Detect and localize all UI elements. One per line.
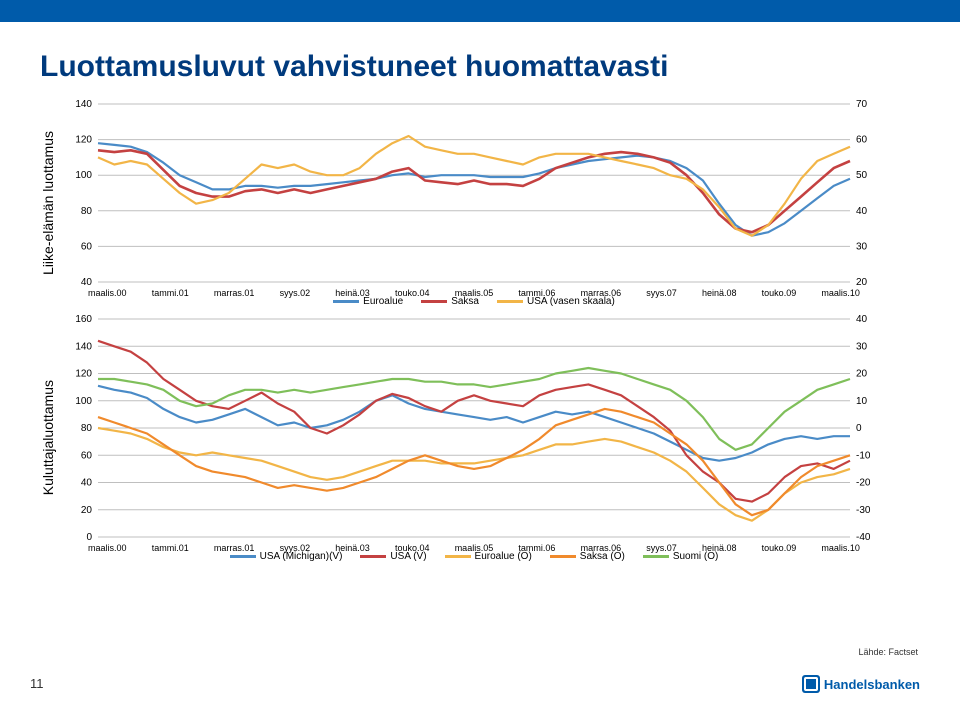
svg-text:140: 140: [75, 99, 92, 110]
x-tick-label: maalis.10: [821, 543, 860, 553]
svg-text:40: 40: [856, 314, 868, 325]
svg-text:0: 0: [856, 423, 862, 434]
legend-label: Euroalue: [363, 296, 403, 307]
legend-swatch: [230, 555, 256, 558]
chart1-plot: 40 60 80 100 120 140 20 30 40 50 60 70: [64, 98, 884, 288]
svg-text:100: 100: [75, 170, 92, 181]
legend-item: USA (Michigan)(V): [230, 551, 343, 562]
legend-label: Saksa (O): [580, 551, 625, 562]
legend-item: Saksa: [421, 296, 479, 307]
legend-label: USA (vasen skaala): [527, 296, 615, 307]
svg-text:30: 30: [856, 241, 868, 252]
svg-text:20: 20: [856, 369, 868, 380]
legend-swatch: [550, 555, 576, 558]
logo-icon: [802, 675, 820, 693]
svg-text:60: 60: [81, 241, 93, 252]
svg-text:140: 140: [75, 341, 92, 352]
x-tick-label: maalis.00: [88, 288, 127, 298]
x-tick-label: heinä.08: [702, 288, 737, 298]
svg-text:60: 60: [856, 135, 868, 146]
legend-item: Saksa (O): [550, 551, 625, 562]
logo: Handelsbanken: [802, 675, 920, 693]
svg-text:160: 160: [75, 314, 92, 325]
svg-text:120: 120: [75, 369, 92, 380]
x-tick-label: touko.09: [762, 543, 797, 553]
svg-text:50: 50: [856, 170, 868, 181]
svg-text:20: 20: [856, 277, 868, 288]
chart1-ylabel: Liike-elämän luottamus: [40, 131, 56, 275]
svg-text:-20: -20: [856, 478, 871, 489]
svg-text:70: 70: [856, 99, 868, 110]
svg-text:100: 100: [75, 396, 92, 407]
legend-label: Saksa: [451, 296, 479, 307]
x-tick-label: tammi.01: [152, 288, 189, 298]
x-tick-label: maalis.10: [821, 288, 860, 298]
logo-text: Handelsbanken: [824, 677, 920, 692]
x-tick-label: touko.09: [762, 288, 797, 298]
legend-label: USA (Michigan)(V): [260, 551, 343, 562]
chart2-plot: 0 20 40 60 80 100 120 140 160 -40 -30 -20 -10 0 10 20 30…: [64, 313, 884, 543]
svg-text:80: 80: [81, 423, 93, 434]
legend-item: Euroalue (O): [445, 551, 532, 562]
x-tick-label: marras.01: [214, 288, 255, 298]
svg-text:80: 80: [81, 206, 93, 217]
legend-swatch: [445, 555, 471, 558]
svg-text:-10: -10: [856, 450, 871, 461]
svg-text:-40: -40: [856, 532, 871, 543]
svg-text:10: 10: [856, 396, 868, 407]
svg-text:40: 40: [81, 277, 93, 288]
legend-item: USA (vasen skaala): [497, 296, 615, 307]
legend-swatch: [360, 555, 386, 558]
svg-text:40: 40: [856, 206, 868, 217]
x-tick-label: maalis.00: [88, 543, 127, 553]
svg-text:40: 40: [81, 478, 93, 489]
legend-label: Suomi (O): [673, 551, 719, 562]
legend-swatch: [421, 300, 447, 303]
svg-text:60: 60: [81, 450, 93, 461]
header-band: [0, 0, 960, 22]
legend-label: Euroalue (O): [475, 551, 532, 562]
chart2-ylabel: Kuluttajaluottamus: [40, 380, 56, 495]
x-tick-label: syys.02: [280, 288, 311, 298]
page-number: 11: [30, 676, 44, 691]
legend-swatch: [497, 300, 523, 303]
svg-text:30: 30: [856, 341, 868, 352]
chart2-wrap: Kuluttajaluottamus 020406080100120140160…: [40, 313, 920, 562]
legend-swatch: [333, 300, 359, 303]
legend-item: Euroalue: [333, 296, 403, 307]
x-tick-label: tammi.01: [152, 543, 189, 553]
legend-item: Suomi (O): [643, 551, 719, 562]
legend-item: USA (V): [360, 551, 426, 562]
svg-text:-30: -30: [856, 505, 871, 516]
svg-text:0: 0: [86, 532, 92, 543]
x-tick-label: syys.07: [646, 288, 677, 298]
svg-text:20: 20: [81, 505, 93, 516]
source-label: Lähde: Factset: [858, 647, 918, 657]
legend-swatch: [643, 555, 669, 558]
chart1-wrap: Liike-elämän luottamus 40 60 80 100 120 140 20…: [40, 98, 920, 307]
legend-label: USA (V): [390, 551, 426, 562]
svg-text:120: 120: [75, 135, 92, 146]
page-title: Luottamusluvut vahvistuneet huomattavast…: [40, 50, 920, 84]
